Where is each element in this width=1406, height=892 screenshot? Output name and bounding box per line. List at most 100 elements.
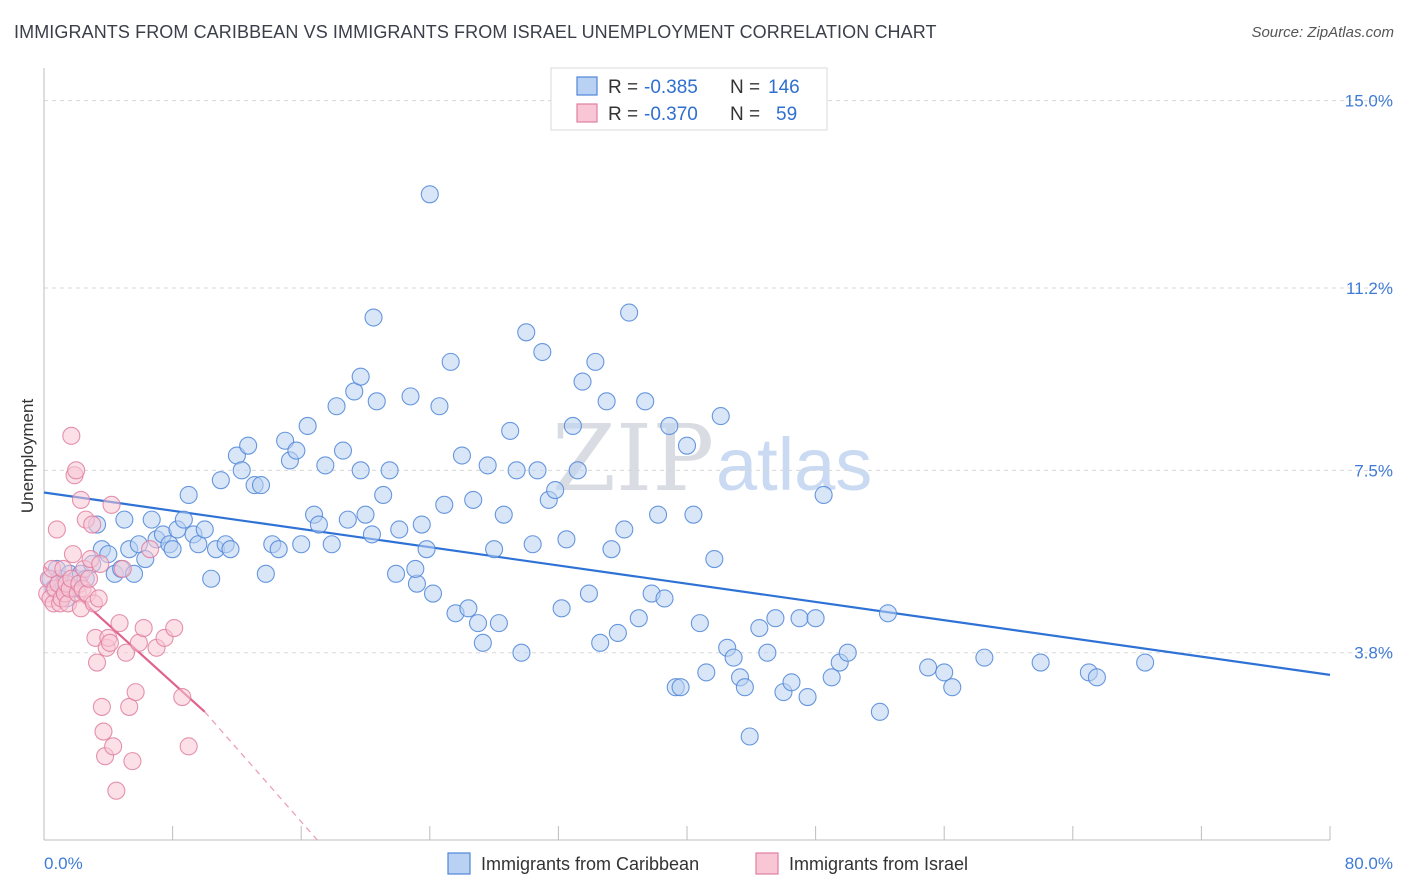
point-israel-54 [165, 619, 184, 638]
point-caribbean-105 [602, 540, 621, 559]
legend-r-value-caribbean: -0.385 [644, 77, 698, 98]
point-caribbean-60 [356, 505, 375, 524]
trend-line-caribbean [43, 491, 1331, 676]
legend-r-value-israel: -0.370 [644, 104, 698, 125]
point-caribbean-65 [386, 564, 406, 583]
point-caribbean-109 [629, 609, 648, 628]
point-israel-6 [47, 520, 66, 539]
point-caribbean-121 [705, 549, 724, 569]
point-caribbean-71 [417, 540, 436, 559]
point-israel-50 [134, 619, 153, 638]
legend-bottom-label-israel: Immigrants from Israel [789, 854, 968, 874]
point-israel-47 [123, 752, 142, 771]
point-caribbean-92 [528, 461, 547, 480]
point-caribbean-91 [523, 535, 542, 554]
point-caribbean-113 [655, 589, 674, 608]
trend-line-israel-extension [204, 711, 318, 841]
point-caribbean-134 [798, 688, 817, 707]
point-israel-32 [89, 589, 108, 608]
point-caribbean-62 [367, 392, 386, 411]
point-caribbean-81 [468, 614, 488, 633]
point-caribbean-112 [649, 505, 668, 524]
point-caribbean-64 [380, 461, 399, 480]
point-caribbean-145 [975, 648, 994, 667]
point-caribbean-56 [333, 441, 353, 460]
point-caribbean-84 [485, 540, 504, 559]
point-caribbean-43 [256, 564, 275, 583]
point-caribbean-48 [287, 441, 306, 460]
point-caribbean-76 [441, 352, 460, 371]
point-israel-26 [79, 569, 99, 588]
point-caribbean-45 [269, 540, 288, 559]
point-caribbean-127 [740, 727, 759, 746]
point-caribbean-17 [115, 510, 134, 529]
point-caribbean-49 [292, 535, 311, 554]
point-caribbean-137 [822, 668, 841, 687]
point-caribbean-66 [390, 520, 409, 539]
point-caribbean-28 [174, 510, 193, 529]
point-israel-42 [107, 781, 126, 800]
point-caribbean-90 [517, 323, 536, 342]
point-israel-16 [63, 545, 82, 564]
point-israel-34 [92, 697, 111, 716]
point-caribbean-136 [814, 485, 833, 505]
point-caribbean-42 [251, 476, 271, 495]
point-caribbean-57 [338, 510, 357, 529]
point-caribbean-29 [179, 485, 198, 505]
point-caribbean-68 [401, 387, 420, 406]
point-caribbean-110 [636, 392, 655, 411]
point-caribbean-102 [586, 352, 605, 371]
point-israel-45 [116, 643, 136, 662]
point-caribbean-142 [919, 658, 938, 677]
point-caribbean-107 [615, 520, 634, 539]
point-israel-58 [71, 490, 91, 509]
watermark-atlas: atlas [716, 423, 872, 506]
legend-swatch-israel [576, 103, 598, 123]
legend-r-label-israel: R = [608, 104, 638, 125]
point-caribbean-97 [557, 530, 576, 549]
point-caribbean-103 [591, 633, 610, 652]
point-caribbean-87 [501, 421, 520, 440]
point-caribbean-74 [430, 397, 449, 416]
point-caribbean-50 [298, 416, 317, 436]
point-caribbean-63 [374, 485, 393, 505]
point-caribbean-37 [221, 540, 240, 559]
point-israel-39 [100, 633, 119, 652]
point-caribbean-133 [790, 609, 809, 628]
point-caribbean-117 [677, 436, 697, 455]
legend-bottom-swatch-caribbean [447, 852, 471, 875]
point-caribbean-33 [202, 569, 221, 588]
point-caribbean-143 [935, 663, 954, 682]
point-caribbean-73 [423, 584, 443, 603]
y-tick-label-1: 7.5% [1354, 461, 1393, 480]
point-caribbean-129 [758, 643, 777, 662]
point-caribbean-100 [573, 372, 592, 391]
legend-n-value-caribbean: 146 [768, 77, 800, 98]
point-caribbean-53 [316, 456, 335, 475]
point-caribbean-32 [195, 520, 214, 539]
y-tick-label-2: 11.2% [1346, 279, 1393, 298]
point-caribbean-101 [579, 584, 598, 603]
point-caribbean-120 [697, 663, 716, 682]
point-israel-40 [102, 495, 121, 514]
legend-swatch-caribbean [576, 76, 598, 96]
legend-n-label-israel: N = [730, 104, 760, 125]
x-tick-label-min: 0.0% [44, 854, 83, 873]
point-israel-28 [83, 515, 102, 534]
point-caribbean-54 [322, 535, 341, 554]
x-tick-label-max: 80.0% [1345, 854, 1393, 873]
source-label: Source: ZipAtlas.com [1251, 24, 1394, 41]
point-israel-51 [141, 540, 160, 559]
point-caribbean-141 [878, 604, 897, 623]
legend-r-label-caribbean: R = [608, 77, 638, 98]
point-caribbean-40 [239, 436, 258, 455]
point-caribbean-151 [364, 308, 383, 327]
point-caribbean-124 [724, 648, 743, 667]
point-israel-41 [104, 737, 123, 756]
point-caribbean-79 [459, 599, 478, 618]
point-caribbean-144 [943, 678, 962, 697]
point-caribbean-82 [473, 633, 492, 652]
point-caribbean-55 [327, 397, 346, 416]
point-israel-43 [110, 614, 129, 633]
